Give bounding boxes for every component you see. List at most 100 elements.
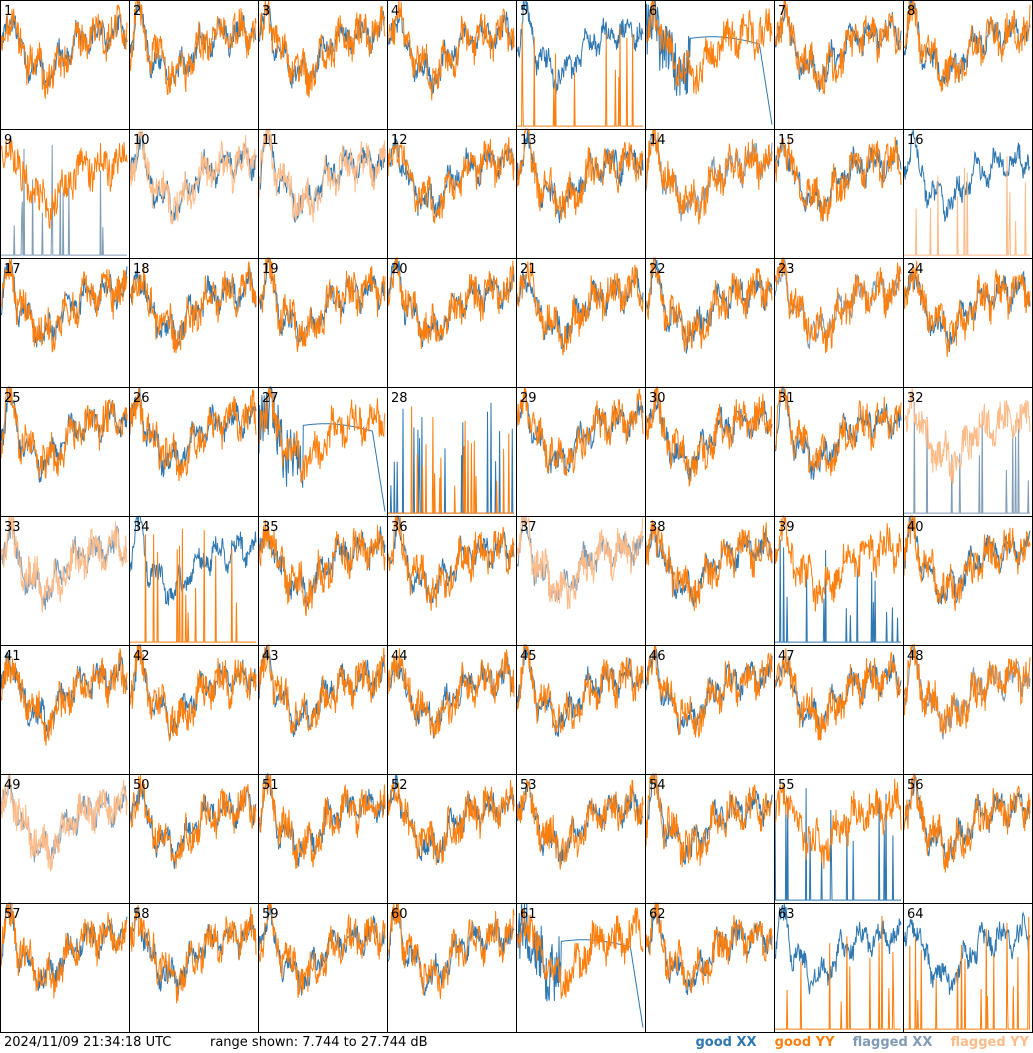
series-yy-good-p46: [645, 644, 773, 739]
panel-26: 26: [129, 386, 257, 482]
panel-44: 44: [387, 648, 515, 739]
panel-22: 22: [645, 257, 773, 354]
panel-28: 28: [388, 391, 514, 514]
series-yy-flagged-p49: [0, 773, 128, 872]
series-yy-good-p48: [903, 643, 1031, 735]
panel-label-39: 39: [778, 520, 795, 535]
series-yy-flagged-p10: [129, 130, 257, 225]
series-yy-good-p39: [774, 515, 902, 612]
panel-11: 11: [258, 128, 386, 223]
panel-45: 45: [516, 644, 644, 737]
series-yy-good-p25: [0, 386, 128, 479]
panel-label-47: 47: [778, 649, 795, 664]
panel-5: 5: [516, 0, 644, 127]
series-yy-good-p44: [387, 648, 515, 738]
series-yy-good-p20: [387, 257, 515, 350]
panel-label-48: 48: [907, 649, 924, 664]
panel-42: 42: [129, 644, 257, 742]
series-yy-good-p8: [903, 0, 1031, 92]
series-xx-good-p34: [129, 515, 257, 606]
panel-48: 48: [903, 643, 1031, 740]
panel-40: 40: [903, 514, 1031, 611]
footer: 2024/11/09 21:34:18 UTC range shown: 7.7…: [0, 1033, 1033, 1053]
panel-label-6: 6: [649, 4, 657, 19]
panel-label-49: 49: [4, 778, 21, 793]
series-yy-good-p40: [903, 514, 1031, 611]
panel-label-5: 5: [520, 4, 528, 19]
panel-10: 10: [129, 130, 257, 225]
panel-label-28: 28: [391, 391, 408, 406]
panel-6: 6: [645, 0, 773, 125]
series-yy-good-p12: [387, 137, 515, 224]
panel-31: 31: [774, 386, 902, 480]
panel-57: 57: [0, 902, 128, 999]
panel-7: 7: [774, 0, 902, 95]
panel-9: 9: [0, 133, 128, 256]
series-xx-good-p2: [129, 0, 257, 91]
series-yy-good-p60: [387, 902, 515, 1000]
panel-label-4: 4: [391, 4, 399, 19]
series-yy-flagged-p11: [258, 128, 386, 223]
panel-39: 39: [774, 515, 902, 643]
panel-label-12: 12: [391, 133, 408, 148]
panel-label-41: 41: [4, 649, 21, 664]
series-yy-good-p43: [258, 644, 386, 734]
panel-label-22: 22: [649, 262, 666, 277]
series-yy-good-p22: [645, 257, 773, 352]
series-yy-good-p30: [645, 386, 773, 487]
panel-63: 63: [774, 904, 902, 1030]
panel-label-42: 42: [133, 649, 150, 664]
panel-label-64: 64: [907, 907, 924, 922]
panel-label-3: 3: [262, 4, 270, 19]
series-yy-good-p61: [516, 907, 644, 999]
series-yy-flagged-p33: [0, 515, 128, 613]
panel-13: 13: [516, 128, 644, 224]
series-yy-good-p7: [774, 0, 902, 95]
panel-12: 12: [387, 133, 515, 224]
panel-label-8: 8: [907, 4, 915, 19]
panel-51: 51: [258, 773, 386, 869]
panel-label-26: 26: [133, 391, 150, 406]
panel-25: 25: [0, 386, 128, 483]
series-yy-flagged-p16: [904, 156, 1030, 256]
series-xx-good-p64: [903, 911, 1031, 995]
series-yy-good-p47: [774, 648, 902, 741]
series-xx-flagged-p33: [0, 519, 128, 610]
panel-label-46: 46: [649, 649, 666, 664]
panel-label-52: 52: [391, 778, 408, 793]
panel-59: 59: [258, 902, 386, 999]
series-yy-good-p13: [516, 128, 644, 220]
panel-37: 37: [516, 515, 644, 610]
panel-62: 62: [645, 902, 773, 996]
series-yy-good-p1: [0, 4, 128, 99]
panel-27: 27: [258, 386, 386, 512]
timestamp: 2024/11/09 21:34:18 UTC: [4, 1035, 172, 1050]
series-yy-good-p59: [258, 902, 386, 999]
panel-label-7: 7: [778, 4, 786, 19]
panel-label-9: 9: [4, 133, 12, 148]
panel-30: 30: [645, 386, 773, 487]
panel-label-17: 17: [4, 262, 21, 277]
panel-41: 41: [0, 648, 128, 746]
series-xx-good-p7: [774, 6, 902, 92]
series-yy-good-p54: [645, 773, 773, 868]
panel-36: 36: [387, 515, 515, 611]
panel-label-37: 37: [520, 520, 537, 535]
series-yy-good-p4: [387, 0, 515, 101]
panel-8: 8: [903, 0, 1031, 92]
panel-15: 15: [774, 133, 902, 222]
series-xx-good-p53: [516, 780, 644, 866]
series-yy-good-p21: [516, 261, 644, 356]
panel-29: 29: [516, 386, 644, 476]
panel-label-54: 54: [649, 778, 666, 793]
series-yy-good-p42: [129, 644, 257, 742]
panel-label-40: 40: [907, 520, 924, 535]
panel-label-20: 20: [391, 262, 408, 277]
series-yy-good-p35: [258, 519, 386, 617]
panel-label-38: 38: [649, 520, 666, 535]
series-yy-good-p36: [387, 515, 515, 611]
series-yy-good-p2: [129, 0, 257, 95]
series-yy-good-p62: [645, 902, 773, 994]
panel-label-50: 50: [133, 778, 150, 793]
